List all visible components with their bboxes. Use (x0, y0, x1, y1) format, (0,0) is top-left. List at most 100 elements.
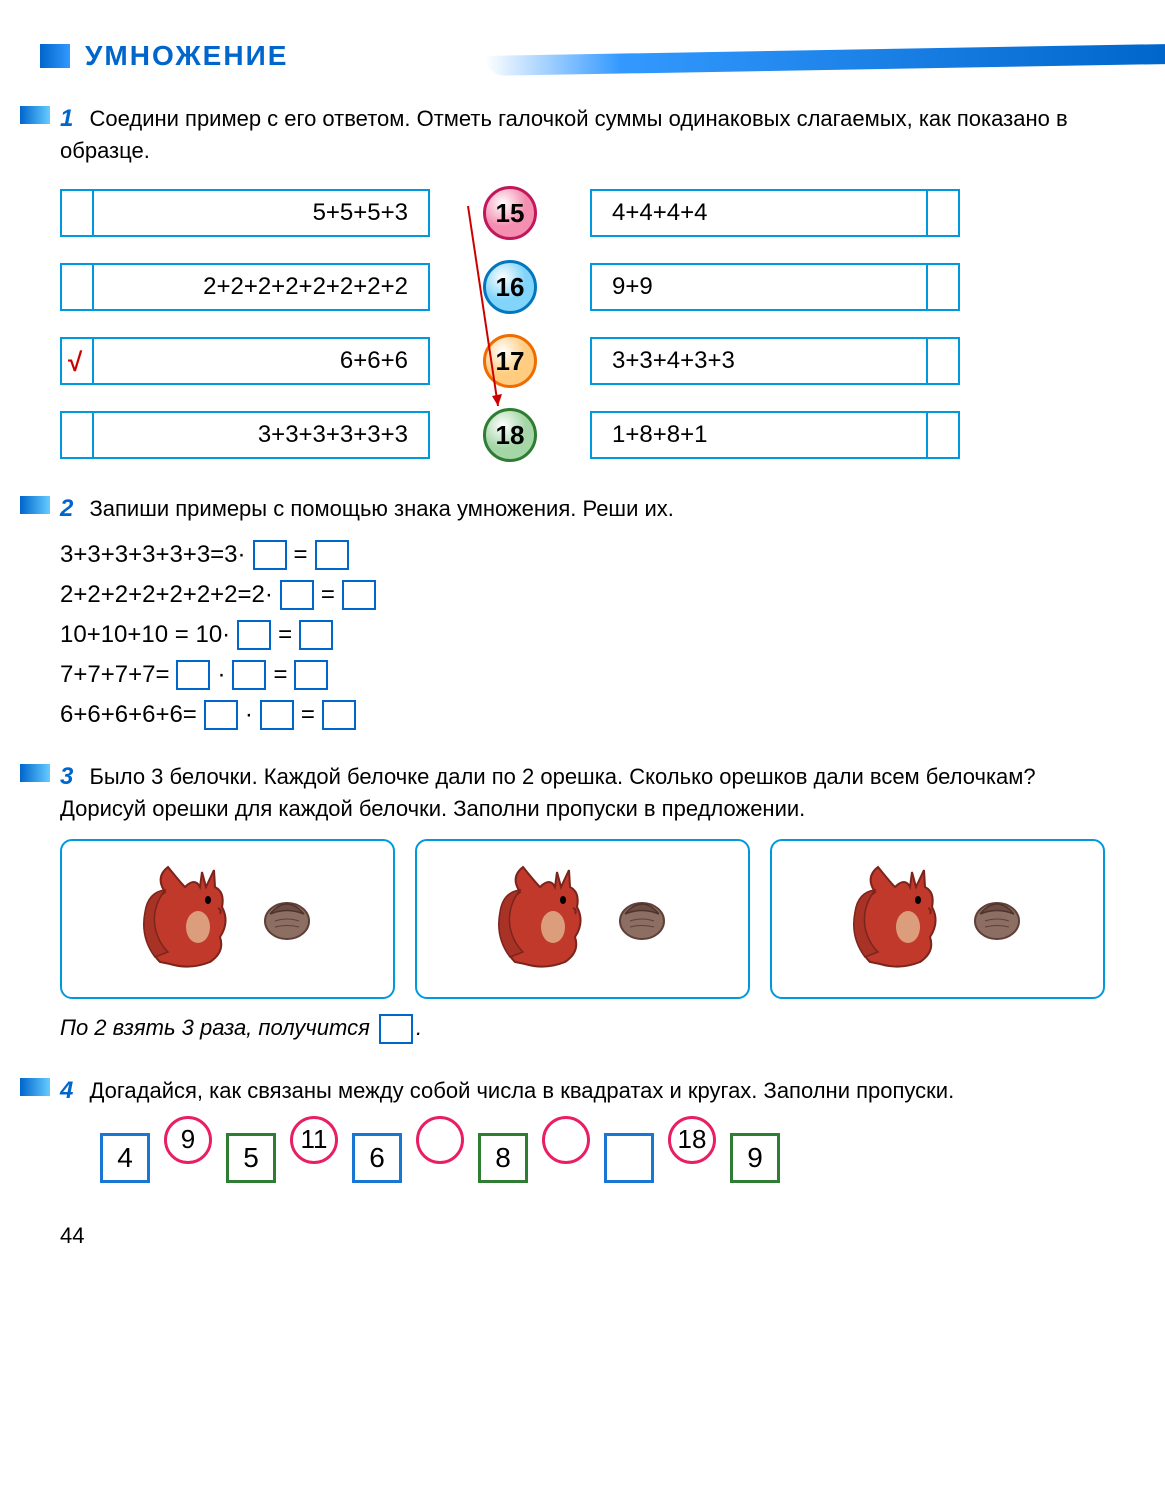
sum-expression: 5+5+5+3 (313, 199, 408, 227)
equation-text: · (217, 661, 225, 689)
answer-circle[interactable]: 15 (483, 186, 537, 240)
answer-box[interactable] (204, 700, 238, 730)
task-4-head: 4 Догадайся, как связаны между собой чис… (60, 1074, 1105, 1108)
answer-circle[interactable]: 18 (483, 408, 537, 462)
task-3-head: 3 Было 3 белочки. Каждой белочке дали по… (60, 760, 1105, 824)
task-2-head: 2 Запиши примеры с помощью знака умножен… (60, 492, 1105, 526)
answer-box[interactable] (315, 540, 349, 570)
seq-circle[interactable] (542, 1116, 590, 1164)
sum-box-left[interactable]: 5+5+5+3 (60, 189, 430, 237)
nut-icon (615, 889, 670, 949)
seq-square[interactable]: 6 (352, 1133, 402, 1183)
nut-icon (260, 889, 315, 949)
equation-text: = (278, 621, 292, 649)
answer-box[interactable] (176, 660, 210, 690)
header-marker-icon (40, 44, 70, 68)
task-3-num: 3 (60, 763, 73, 790)
task-4-text: Догадайся, как связаны между собой числа… (89, 1078, 954, 1103)
task-3-footer: По 2 взять 3 раза, получится . (60, 1014, 1105, 1044)
equation-text: 3+3+3+3+3+3=3· (60, 541, 246, 569)
task-4-num: 4 (60, 1077, 73, 1104)
answer-box[interactable] (294, 660, 328, 690)
seq-circle[interactable]: 18 (668, 1116, 716, 1164)
squirrel-icon (850, 852, 960, 987)
answer-box[interactable] (237, 620, 271, 650)
seq-square[interactable]: 9 (730, 1133, 780, 1183)
squirrel-box (60, 839, 395, 999)
task-4: 4 Догадайся, как связаны между собой чис… (40, 1074, 1105, 1183)
page-header: УМНОЖЕНИЕ (40, 40, 1105, 72)
task-3: 3 Было 3 белочки. Каждой белочке дали по… (40, 760, 1105, 1044)
header-title: УМНОЖЕНИЕ (85, 40, 288, 72)
task-1-head: 1 Соедини пример с его ответом. Отметь г… (60, 102, 1105, 166)
task-2-body: 3+3+3+3+3+3=3·=2+2+2+2+2+2+2=2·=10+10+10… (60, 540, 1105, 730)
task-marker-icon (20, 496, 50, 514)
equation-text: = (321, 581, 335, 609)
answer-box[interactable] (280, 580, 314, 610)
answer-box[interactable] (322, 700, 356, 730)
equation-line: 7+7+7+7=·= (60, 660, 1105, 690)
nut-icon (970, 889, 1025, 949)
sum-expression: 3+3+3+3+3+3 (258, 421, 408, 449)
seq-square[interactable]: 5 (226, 1133, 276, 1183)
sum-expression: 2+2+2+2+2+2+2+2 (203, 273, 408, 301)
sum-box-right[interactable]: 3+3+4+3+3 (590, 337, 960, 385)
task-2-text: Запиши примеры с помощью знака умножения… (89, 496, 673, 521)
task-3-footer-post: . (416, 1015, 422, 1040)
answer-box[interactable] (379, 1014, 413, 1044)
squirrel-box (770, 839, 1105, 999)
seq-circle[interactable]: 11 (290, 1116, 338, 1164)
equation-text: 6+6+6+6+6= (60, 701, 197, 729)
squirrel-icon (140, 852, 250, 987)
sum-expression: 9+9 (612, 273, 653, 301)
answer-box[interactable] (260, 700, 294, 730)
equation-line: 10+10+10 = 10· = (60, 620, 1105, 650)
check-icon: √ (68, 347, 82, 378)
task-3-footer-pre: По 2 взять 3 раза, получится (60, 1015, 376, 1040)
sequence-row: 4951168189 (100, 1133, 1105, 1183)
sum-box-right[interactable]: 1+8+8+1 (590, 411, 960, 459)
task-marker-icon (20, 764, 50, 782)
sum-expression: 3+3+4+3+3 (612, 347, 735, 375)
page-number: 44 (60, 1223, 1105, 1249)
task-1-grid: 5+5+5+3 15 4+4+4+4 2+2+2+2+2+2+2+2 16 9+9 √ 6+6… (60, 186, 1105, 462)
task-2-num: 2 (60, 495, 73, 522)
sum-box-left[interactable]: √ 6+6+6 (60, 337, 430, 385)
seq-circle[interactable] (416, 1116, 464, 1164)
task-2: 2 Запиши примеры с помощью знака умножен… (40, 492, 1105, 730)
answer-circle[interactable]: 16 (483, 260, 537, 314)
task-marker-icon (20, 1078, 50, 1096)
equation-text: = (301, 701, 315, 729)
sum-box-left[interactable]: 2+2+2+2+2+2+2+2 (60, 263, 430, 311)
answer-circle[interactable]: 17 (483, 334, 537, 388)
equation-text: = (294, 541, 308, 569)
squirrel-box (415, 839, 750, 999)
sum-expression: 1+8+8+1 (612, 421, 707, 449)
equation-text: 10+10+10 = 10· (60, 621, 230, 649)
seq-square[interactable]: 8 (478, 1133, 528, 1183)
seq-circle[interactable]: 9 (164, 1116, 212, 1164)
squirrel-row (60, 839, 1105, 999)
sum-box-right[interactable]: 9+9 (590, 263, 960, 311)
task-1-num: 1 (60, 105, 73, 132)
seq-square[interactable] (604, 1133, 654, 1183)
sum-box-right[interactable]: 4+4+4+4 (590, 189, 960, 237)
equation-line: 2+2+2+2+2+2+2=2· = (60, 580, 1105, 610)
answer-box[interactable] (232, 660, 266, 690)
answer-box[interactable] (299, 620, 333, 650)
answer-box[interactable] (253, 540, 287, 570)
sum-expression: 6+6+6 (340, 347, 408, 375)
equation-text: · (245, 701, 253, 729)
equation-line: 3+3+3+3+3+3=3· = (60, 540, 1105, 570)
equation-text: = (273, 661, 287, 689)
task-marker-icon (20, 106, 50, 124)
task-3-text: Было 3 белочки. Каждой белочке дали по 2… (60, 764, 1036, 821)
sum-expression: 4+4+4+4 (612, 199, 707, 227)
sum-box-left[interactable]: 3+3+3+3+3+3 (60, 411, 430, 459)
equation-line: 6+6+6+6+6= · = (60, 700, 1105, 730)
seq-square[interactable]: 4 (100, 1133, 150, 1183)
equation-text: 2+2+2+2+2+2+2=2· (60, 581, 273, 609)
squirrel-icon (495, 852, 605, 987)
task-1-text: Соедини пример с его ответом. Отметь гал… (60, 106, 1068, 163)
answer-box[interactable] (342, 580, 376, 610)
